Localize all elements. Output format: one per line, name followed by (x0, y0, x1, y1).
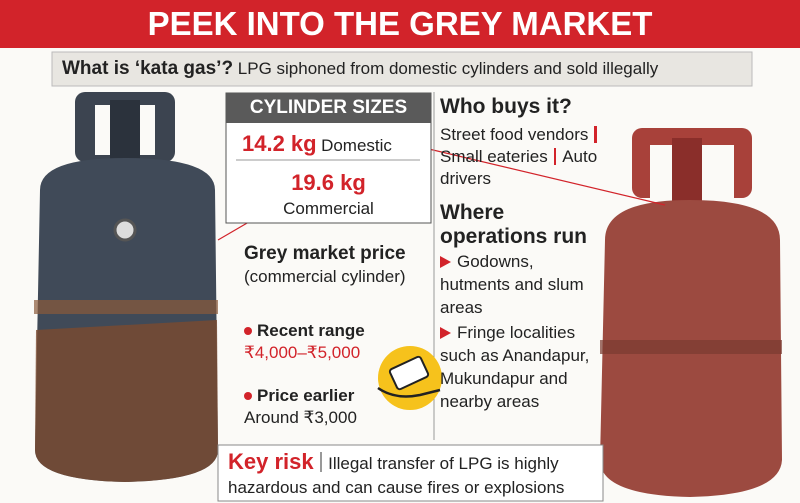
operations-heading: Where operations run (440, 201, 588, 248)
sizes-header (226, 93, 431, 123)
price-heading: Grey market price (commercial cylinder) (244, 242, 424, 288)
operation: Godowns, hutments and slum areas (440, 250, 590, 319)
price-value: Around ₹3,000 (244, 408, 357, 427)
size: 14.2 kg (242, 131, 317, 156)
operation-text: Fringe localities such as Anandapur, Muk… (440, 323, 590, 411)
risk: Key risk Illegal transfer of LPG is highl… (228, 450, 598, 500)
intro-bar (51, 51, 753, 87)
size-type: Commercial (283, 199, 374, 218)
commercial-cylinder (411, 128, 782, 497)
risk-label: Key risk (228, 449, 314, 474)
buyer: Street food vendors (440, 125, 589, 144)
price-label: Recent range (257, 321, 365, 340)
risk-text: Illegal transfer of LPG is highly hazard… (228, 454, 565, 497)
price-value: ₹4,000–₹5,000 (244, 343, 361, 362)
buyer: Auto drivers (440, 147, 598, 188)
money-icon (377, 346, 442, 410)
risk-box (217, 444, 604, 502)
buyers-list: Street food vendors Small eateries Auto dr… (440, 124, 620, 190)
price-title: Grey market price (244, 243, 406, 264)
price-item: Price earlier Around ₹3,000 (244, 385, 357, 429)
title: PEEK INTO THE GREY MARKET (147, 5, 653, 42)
intro-answer: LPG siphoned from domestic cylinders and… (237, 59, 659, 78)
price-note: (commercial cylinder) (244, 267, 406, 286)
operation: Fringe localities such as Anandapur, Muk… (440, 321, 590, 413)
size-row: 14.2 kg Domestic (242, 131, 392, 157)
operation-text: Godowns, hutments and slum areas (440, 252, 584, 317)
title-bar (0, 0, 800, 48)
size-type: Domestic (321, 136, 392, 155)
intro: What is ‘kata gas’? LPG siphoned from do… (62, 58, 658, 80)
price-label: Price earlier (257, 386, 355, 405)
intro-question: What is ‘kata gas’? (62, 58, 234, 79)
price-item: Recent range ₹4,000–₹5,000 (244, 320, 365, 364)
sizes-heading: CYLINDER SIZES (249, 97, 408, 118)
size: 19.6 kg (291, 170, 366, 195)
domestic-cylinder (34, 92, 279, 482)
buyers-heading: Who buys it? (440, 95, 572, 118)
buyer: Small eateries (440, 147, 548, 166)
